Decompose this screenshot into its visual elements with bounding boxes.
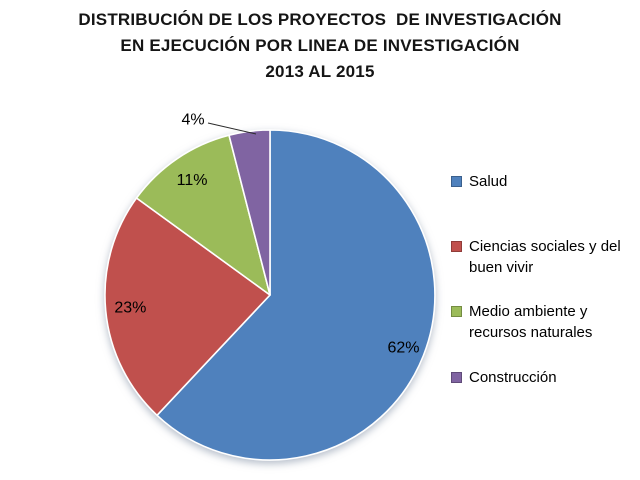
legend-swatch-ciencias-sociales-y-del-buen-vivir — [451, 241, 462, 252]
pie-data-label-ciencias-sociales-y-del-buen-vivir: 23% — [114, 300, 146, 317]
pie-slice-ciencias-sociales-y-del-buen-vivir — [104, 197, 271, 417]
legend-item-salud: Salud — [451, 171, 631, 192]
legend-swatch-construccion — [451, 372, 462, 383]
legend-item-medio-ambiente-y-recursos-naturales: Medio ambiente y recursos naturales — [451, 301, 631, 343]
pie-data-label-medio-ambiente-y-recursos-naturales: 11% — [177, 172, 208, 189]
legend-swatch-salud — [451, 176, 462, 187]
chart-title-line-3: 2013 AL 2015 — [265, 62, 375, 81]
legend-label-construccion: Construcción — [469, 369, 557, 386]
label-leader-line-construccion — [207, 122, 257, 135]
pie-slice-construccion — [228, 129, 271, 296]
pie-slice-salud — [156, 129, 436, 461]
chart-title-line-1: DISTRIBUCIÓN DE LOS PROYECTOS DE INVESTI… — [78, 10, 562, 29]
legend-item-construccion: Construcción — [451, 367, 631, 388]
chart-title: DISTRIBUCIÓN DE LOS PROYECTOS DE INVESTI… — [0, 7, 640, 85]
legend-label-ciencias-sociales-y-del-buen-vivir: Ciencias sociales y del buen vivir — [469, 238, 621, 276]
chart-title-line-2: EN EJECUCIÓN POR LINEA DE INVESTIGACIÓN — [120, 36, 520, 55]
legend-label-salud: Salud — [469, 173, 508, 190]
chart-legend: Salud Ciencias sociales y del buen vivir M… — [451, 0, 631, 480]
pie-slice-medio-ambiente-y-recursos-naturales — [135, 134, 271, 296]
pie-data-label-construccion: 4% — [181, 112, 204, 129]
legend-label-medio-ambiente-y-recursos-naturales: Medio ambiente y recursos naturales — [469, 303, 593, 341]
legend-swatch-medio-ambiente-y-recursos-naturales — [451, 306, 462, 317]
pie-data-label-salud: 62% — [387, 339, 419, 356]
legend-item-ciencias-sociales-y-del-buen-vivir: Ciencias sociales y del buen vivir — [451, 236, 631, 278]
